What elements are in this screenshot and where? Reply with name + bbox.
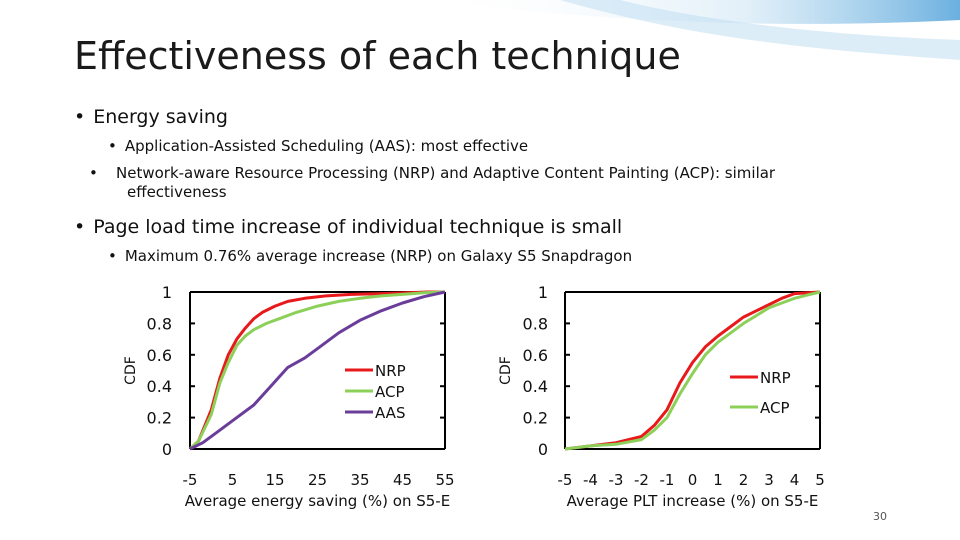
page-number: 30 (873, 510, 887, 523)
chart1-series-line-aas (189, 290, 446, 451)
chart2-xtick-label: -2 (634, 471, 649, 489)
chart1-ytick-label: 0.6 (147, 346, 172, 365)
chart2-xtick-label: -4 (583, 471, 598, 489)
chart1-yaxis-label: CDF (123, 356, 139, 385)
bullet-energy-saving: • Energy saving (74, 106, 228, 128)
sub-bullet-nrp-acp: • Network-aware Resource Processing (NRP)… (89, 164, 776, 201)
chart1-xaxis-label: Average energy saving (%) on S5-E (185, 492, 450, 510)
chart1-xtick-label: 55 (435, 471, 454, 489)
chart1-ytick-label: 0.2 (147, 409, 172, 428)
chart2-ytick-label: 1 (538, 283, 548, 302)
chart2-xtick-label: 1 (713, 471, 723, 489)
chart2-ytick-label: 0.4 (523, 377, 548, 396)
chart2-xtick-label: 2 (739, 471, 749, 489)
chart2-xtick-label: -1 (660, 471, 675, 489)
chart2-ytick-label: 0.2 (523, 409, 548, 428)
chart2-xtick-label: 4 (790, 471, 800, 489)
chart1-xtick-label: 15 (265, 471, 284, 489)
chart2-xtick-label: -5 (558, 471, 573, 489)
chart2-xtick-label: 0 (688, 471, 698, 489)
header-swoosh-decoration (420, 0, 960, 60)
chart2-ytick-label: 0.8 (523, 314, 548, 333)
chart2-series-line-nrp (564, 290, 821, 451)
chart1-series-line-acp (188, 290, 446, 451)
chart1-ytick-label: 0.4 (147, 377, 172, 396)
chart2-yaxis-label: CDF (498, 356, 514, 385)
chart1-ytick-label: 0 (162, 440, 172, 459)
chart1-xtick-label: 45 (393, 471, 412, 489)
slide-title: Effectiveness of each technique (74, 34, 681, 78)
chart1-ytick-label: 1 (162, 283, 172, 302)
chart2-xaxis-label: Average PLT increase (%) on S5-E (567, 492, 819, 510)
bullet-plt-increase: • Page load time increase of individual t… (74, 216, 623, 238)
chart2-legend-label-acp: ACP (760, 399, 790, 417)
chart2-xtick-label: 3 (764, 471, 774, 489)
chart1-xtick-label: 35 (350, 471, 369, 489)
chart2-legend-label-nrp: NRP (760, 369, 791, 387)
sub-bullet-max-increase: • Maximum 0.76% average increase (NRP) on… (108, 247, 633, 265)
chart1-ytick-label: 0.8 (147, 314, 172, 333)
chart2-xtick-label: -3 (609, 471, 624, 489)
chart2-series-line-acp (564, 290, 821, 451)
chart1-legend-label-aas: AAS (375, 404, 405, 422)
chart1-legend-label-nrp: NRP (375, 362, 406, 380)
chart1-xtick-label: -5 (183, 471, 198, 489)
chart1-xtick-label: 5 (228, 471, 238, 489)
chart2-xtick-label: 5 (815, 471, 825, 489)
sub-bullet-aas: • Application-Assisted Scheduling (AAS): … (108, 137, 529, 155)
chart1-xtick-label: 25 (308, 471, 327, 489)
chart2-ytick-label: 0 (538, 440, 548, 459)
chart1-legend-label-acp: ACP (375, 383, 405, 401)
chart2-ytick-label: 0.6 (523, 346, 548, 365)
